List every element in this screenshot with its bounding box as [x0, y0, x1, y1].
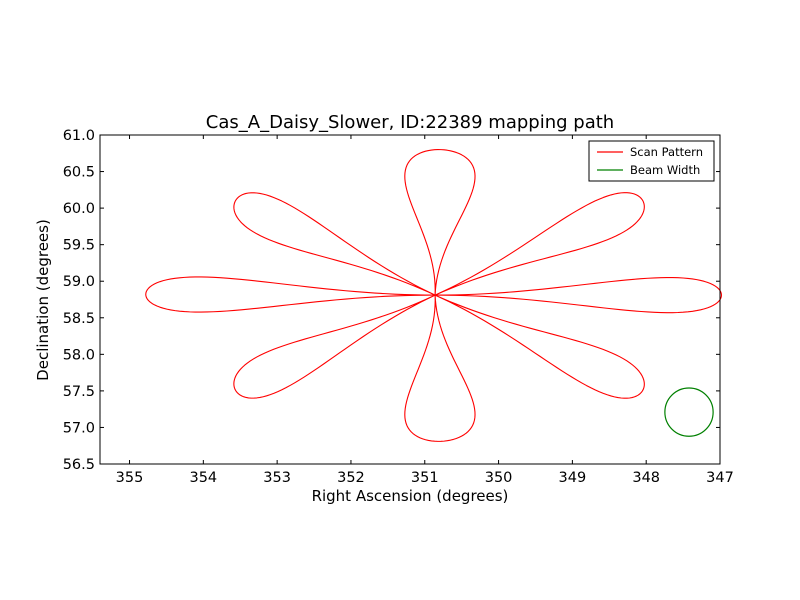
y-tick-label: 57.0 [63, 420, 95, 436]
x-tick-label: 347 [706, 470, 734, 486]
x-tick-label: 350 [485, 470, 513, 486]
y-tick-label: 60.5 [63, 165, 95, 181]
y-tick-label: 60.0 [63, 201, 95, 217]
y-tick-label: 59.5 [63, 238, 95, 254]
x-axis: 355 354 353 352 351 350 349 348 347 [116, 135, 734, 486]
scan-pattern-petal [233, 192, 436, 296]
scan-pattern-petal [233, 294, 436, 399]
chart-title: Cas_A_Daisy_Slower, ID:22389 mapping pat… [206, 112, 614, 133]
y-axis: 56.5 57.0 57.5 58.0 58.5 59.0 59.5 60.0 60.5 61.0 [63, 128, 720, 473]
series-layer [145, 149, 723, 442]
x-tick-label: 355 [116, 470, 144, 486]
x-tick-label: 352 [337, 470, 365, 486]
scan-pattern-petal [434, 192, 645, 296]
y-tick-label: 58.5 [63, 311, 95, 327]
scan-pattern-petal [434, 294, 645, 399]
y-tick-label: 61.0 [63, 128, 95, 144]
scan-pattern-petal [404, 295, 476, 442]
scan-pattern-petal [435, 277, 723, 314]
legend-label-scan-pattern: Scan Pattern [630, 145, 703, 159]
scan-pattern-petal [145, 276, 436, 313]
beam-width-circle [664, 387, 714, 437]
x-tick-label: 349 [559, 470, 587, 486]
x-tick-label: 353 [263, 470, 291, 486]
y-tick-label: 57.5 [63, 384, 95, 400]
x-tick-label: 351 [411, 470, 439, 486]
x-tick-label: 354 [189, 470, 217, 486]
y-tick-label: 58.0 [63, 347, 95, 363]
legend-box [588, 140, 715, 182]
y-axis-label: Declination (degrees) [34, 219, 52, 381]
plot-frame [99, 134, 721, 465]
legend: Scan Pattern Beam Width [588, 140, 715, 182]
x-tick-label: 348 [632, 470, 660, 486]
x-axis-label: Right Ascension (degrees) [312, 487, 509, 505]
scan-pattern-petal [404, 149, 476, 296]
plot-area [100, 135, 720, 464]
y-tick-label: 56.5 [63, 457, 95, 473]
y-tick-label: 59.0 [63, 274, 95, 290]
legend-label-beam-width: Beam Width [630, 163, 700, 177]
